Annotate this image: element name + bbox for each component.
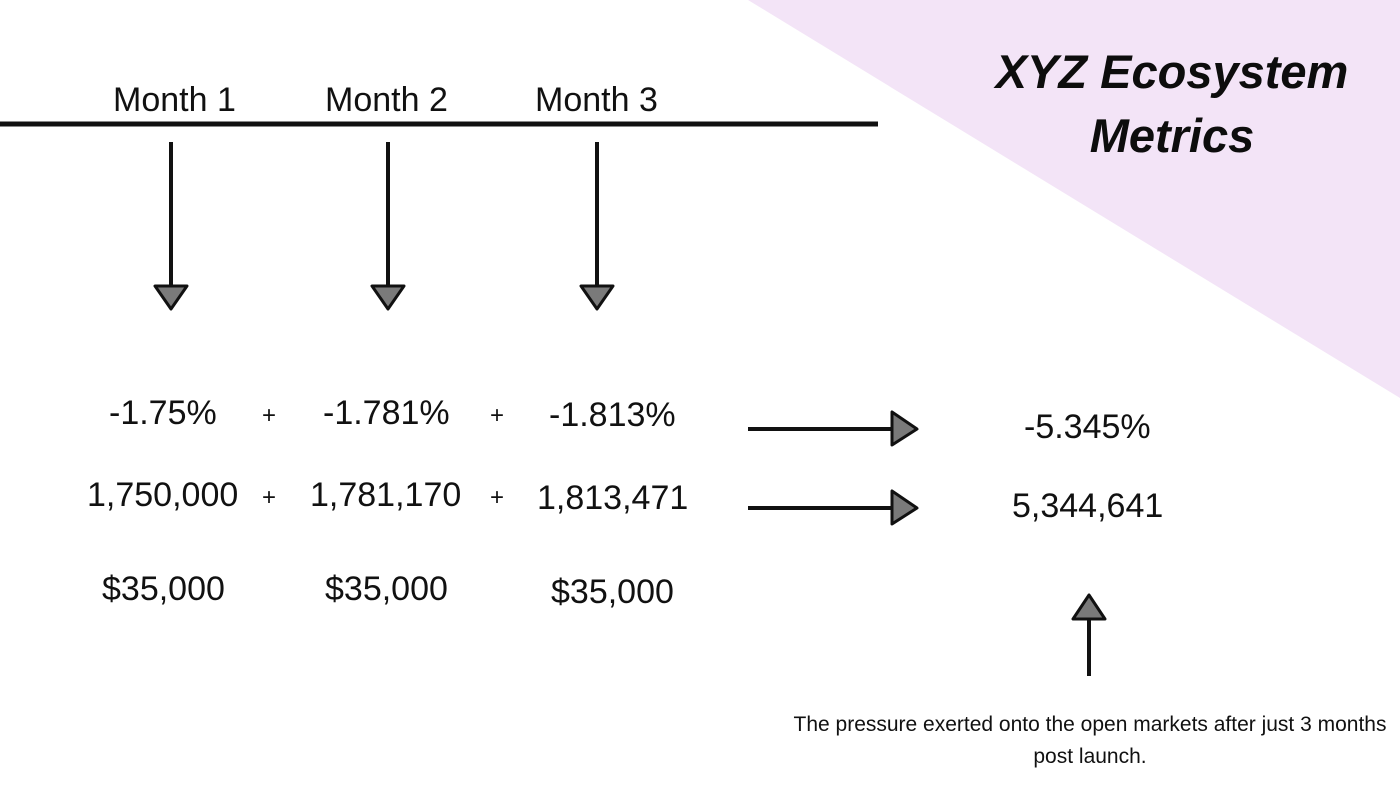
percent-value-3: -1.813%: [549, 396, 676, 434]
usd-value-3: $35,000: [551, 573, 674, 611]
token-value-1: 1,750,000: [87, 476, 239, 514]
month-label-3: Month 3: [535, 81, 658, 119]
percent-total-right-arrow: [748, 410, 919, 447]
percent-value-2: -1.781%: [323, 394, 450, 432]
title-line-2: Metrics: [1089, 109, 1255, 162]
caption-text: The pressure exerted onto the open marke…: [793, 713, 1387, 768]
token-value-3: 1,813,471: [537, 479, 689, 517]
decorative-corner-triangle: [748, 0, 1400, 398]
plus-sign: +: [490, 402, 505, 429]
plus-sign: +: [490, 484, 505, 511]
month2-down-arrow: [370, 142, 406, 311]
month-label-1: Month 1: [113, 81, 236, 119]
page-title: XYZ Ecosystem Metrics: [960, 40, 1384, 168]
plus-sign: +: [262, 402, 277, 429]
percent-value-1: -1.75%: [109, 394, 217, 432]
token-value-2: 1,781,170: [310, 476, 462, 514]
title-line-1: XYZ Ecosystem: [995, 45, 1349, 98]
caption-up-arrow: [1071, 593, 1107, 676]
month-label-2: Month 2: [325, 81, 448, 119]
plus-sign: +: [262, 484, 277, 511]
percent-total: -5.345%: [1024, 408, 1151, 446]
usd-value-2: $35,000: [325, 570, 448, 608]
token-total: 5,344,641: [1012, 487, 1164, 525]
usd-value-1: $35,000: [102, 570, 225, 608]
month3-down-arrow: [579, 142, 615, 311]
month1-down-arrow: [153, 142, 189, 311]
token-total-right-arrow: [748, 489, 919, 526]
